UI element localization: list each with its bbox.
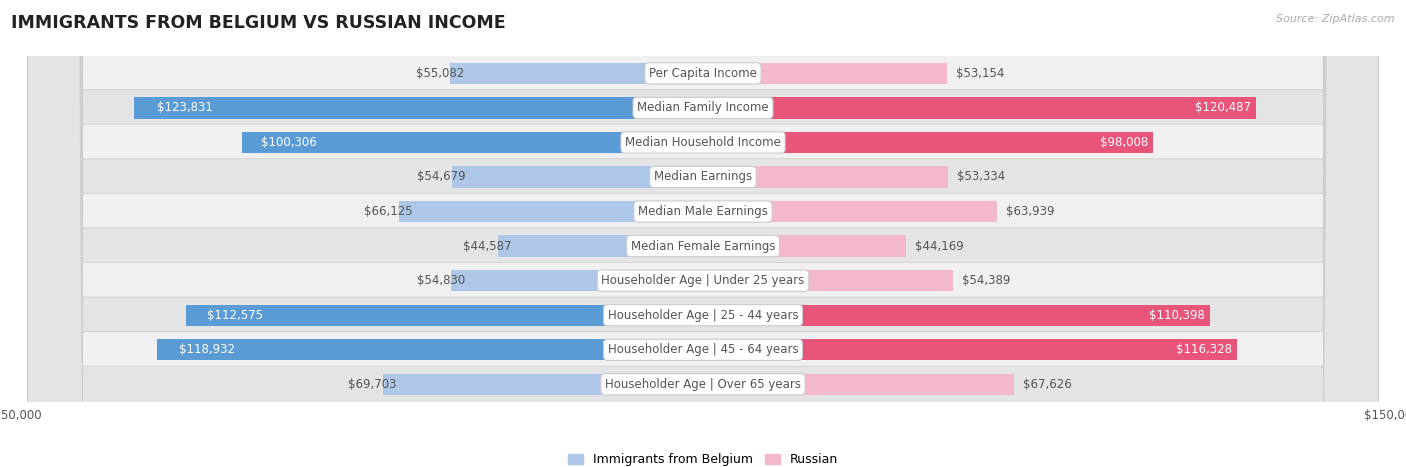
Bar xyxy=(451,270,703,291)
FancyBboxPatch shape xyxy=(28,0,1378,467)
FancyBboxPatch shape xyxy=(28,0,1378,467)
Bar xyxy=(134,97,703,119)
Text: IMMIGRANTS FROM BELGIUM VS RUSSIAN INCOME: IMMIGRANTS FROM BELGIUM VS RUSSIAN INCOM… xyxy=(11,14,506,32)
Bar xyxy=(451,166,703,188)
Text: Householder Age | 45 - 64 years: Householder Age | 45 - 64 years xyxy=(607,343,799,356)
Text: $55,082: $55,082 xyxy=(416,67,464,80)
Text: $112,575: $112,575 xyxy=(207,309,263,322)
FancyBboxPatch shape xyxy=(28,0,1378,467)
Bar xyxy=(703,270,953,291)
Bar xyxy=(703,235,905,257)
Bar xyxy=(382,374,703,395)
Text: $66,125: $66,125 xyxy=(364,205,413,218)
Text: $98,008: $98,008 xyxy=(1101,136,1149,149)
Text: $63,939: $63,939 xyxy=(1005,205,1054,218)
Text: $44,587: $44,587 xyxy=(464,240,512,253)
Text: $67,626: $67,626 xyxy=(1022,378,1071,391)
Bar xyxy=(703,339,1237,361)
Text: $44,169: $44,169 xyxy=(915,240,963,253)
Bar xyxy=(156,339,703,361)
FancyBboxPatch shape xyxy=(28,0,1378,467)
Legend: Immigrants from Belgium, Russian: Immigrants from Belgium, Russian xyxy=(562,448,844,467)
Bar xyxy=(703,201,997,222)
Text: Median Female Earnings: Median Female Earnings xyxy=(631,240,775,253)
Text: $110,398: $110,398 xyxy=(1149,309,1205,322)
Text: $54,679: $54,679 xyxy=(418,170,465,184)
Bar xyxy=(703,374,1014,395)
Text: $53,334: $53,334 xyxy=(957,170,1005,184)
Bar xyxy=(399,201,703,222)
Text: Source: ZipAtlas.com: Source: ZipAtlas.com xyxy=(1277,14,1395,24)
Text: Per Capita Income: Per Capita Income xyxy=(650,67,756,80)
Text: $53,154: $53,154 xyxy=(956,67,1005,80)
Bar xyxy=(703,97,1257,119)
Bar xyxy=(703,63,948,84)
Text: $123,831: $123,831 xyxy=(157,101,212,114)
Bar xyxy=(498,235,703,257)
FancyBboxPatch shape xyxy=(28,0,1378,467)
Text: $54,389: $54,389 xyxy=(962,274,1011,287)
Bar xyxy=(450,63,703,84)
FancyBboxPatch shape xyxy=(28,0,1378,467)
Text: Median Household Income: Median Household Income xyxy=(626,136,780,149)
Text: Householder Age | 25 - 44 years: Householder Age | 25 - 44 years xyxy=(607,309,799,322)
Bar xyxy=(242,132,703,153)
Text: $120,487: $120,487 xyxy=(1195,101,1251,114)
Text: $116,328: $116,328 xyxy=(1175,343,1232,356)
Text: $100,306: $100,306 xyxy=(260,136,316,149)
Bar xyxy=(186,304,703,326)
Text: $54,830: $54,830 xyxy=(416,274,465,287)
Text: Median Male Earnings: Median Male Earnings xyxy=(638,205,768,218)
Bar xyxy=(703,304,1211,326)
FancyBboxPatch shape xyxy=(28,0,1378,467)
Text: $118,932: $118,932 xyxy=(179,343,235,356)
FancyBboxPatch shape xyxy=(28,0,1378,467)
Text: Householder Age | Under 25 years: Householder Age | Under 25 years xyxy=(602,274,804,287)
FancyBboxPatch shape xyxy=(28,0,1378,467)
Bar xyxy=(703,132,1153,153)
Bar xyxy=(703,166,948,188)
Text: Median Family Income: Median Family Income xyxy=(637,101,769,114)
Text: Householder Age | Over 65 years: Householder Age | Over 65 years xyxy=(605,378,801,391)
Text: Median Earnings: Median Earnings xyxy=(654,170,752,184)
Text: $69,703: $69,703 xyxy=(349,378,396,391)
FancyBboxPatch shape xyxy=(28,0,1378,467)
